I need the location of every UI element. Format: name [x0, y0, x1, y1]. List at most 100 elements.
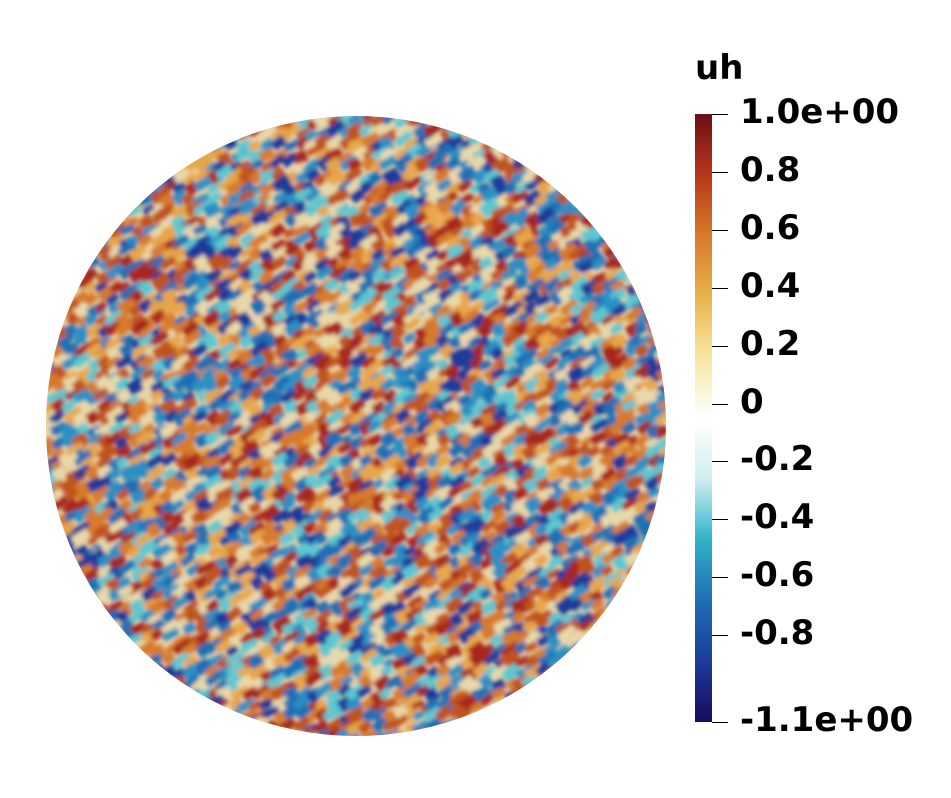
field-cell	[160, 607, 178, 624]
field-cell	[404, 175, 423, 191]
colorbar-tick	[712, 519, 728, 520]
field-cell	[185, 467, 201, 481]
field-cell	[457, 116, 479, 130]
field-cell	[602, 474, 622, 495]
field-cell	[168, 334, 183, 348]
colorbar-title: uh	[695, 48, 744, 88]
field-cell	[185, 475, 204, 491]
field-cell	[239, 457, 255, 470]
field-cell	[284, 121, 302, 138]
field-cell	[150, 452, 166, 466]
field-cell	[633, 322, 648, 336]
field-cell	[479, 707, 500, 725]
field-cell	[589, 377, 610, 392]
field-cell	[358, 563, 374, 577]
field-cell	[225, 674, 245, 692]
field-cell	[302, 373, 319, 390]
field-cell	[137, 297, 154, 314]
field-cell	[577, 355, 597, 371]
field-cell	[505, 256, 525, 274]
field-cell	[334, 257, 352, 273]
field-cell	[448, 586, 466, 605]
field-cell	[403, 397, 421, 412]
field-cell	[468, 721, 489, 736]
field-cell	[61, 398, 81, 416]
field-cell	[316, 444, 335, 460]
field-cell	[217, 620, 232, 635]
field-cell	[157, 318, 177, 336]
field-cell	[150, 186, 172, 205]
field-cell	[85, 547, 109, 570]
field-cell	[225, 605, 243, 622]
field-cell	[170, 478, 189, 496]
disk-field	[46, 116, 691, 736]
field-cell	[261, 399, 277, 414]
field-cell	[272, 190, 289, 205]
field-cell	[137, 556, 154, 572]
field-cell	[48, 409, 65, 425]
field-cell	[467, 640, 488, 660]
field-cell	[104, 253, 124, 271]
field-cell	[554, 594, 577, 617]
field-cell	[514, 641, 528, 654]
field-cell	[160, 446, 175, 459]
field-cell	[103, 320, 122, 337]
field-cell	[571, 253, 592, 272]
field-cell	[567, 188, 587, 203]
field-cell	[669, 424, 686, 437]
field-cell	[536, 486, 556, 500]
field-cell	[525, 154, 544, 170]
field-cell	[395, 198, 414, 216]
field-cell	[480, 483, 501, 501]
field-cell	[411, 116, 432, 123]
field-cell	[70, 528, 92, 547]
field-cell	[302, 270, 317, 284]
field-cell	[557, 170, 572, 184]
field-cell	[443, 595, 465, 615]
field-cell	[535, 199, 553, 214]
field-cell	[670, 365, 691, 385]
field-cell	[390, 189, 410, 206]
colorbar-tick-label: -1.1e+00	[740, 700, 914, 740]
field-cell	[86, 431, 106, 448]
field-cell	[74, 273, 94, 291]
field-cell	[337, 354, 354, 371]
field-cell	[248, 364, 267, 381]
field-cell	[215, 685, 231, 698]
field-cell	[578, 651, 598, 667]
field-cell	[115, 388, 131, 403]
field-cell	[336, 441, 353, 455]
field-cell	[471, 662, 491, 679]
field-cell	[300, 421, 319, 439]
field-cell	[258, 440, 280, 461]
field-cell	[619, 508, 637, 523]
field-cell	[447, 542, 463, 556]
field-cell	[302, 631, 322, 649]
field-cell	[382, 388, 400, 407]
field-cell	[437, 116, 458, 131]
field-cell	[73, 449, 93, 467]
field-cell	[426, 153, 445, 171]
field-cell	[194, 353, 215, 374]
field-cell	[259, 528, 281, 547]
field-cell	[591, 522, 605, 535]
field-cell	[270, 594, 292, 614]
field-cell	[380, 507, 400, 526]
field-cell	[258, 167, 278, 184]
field-cell	[326, 119, 349, 141]
field-cell	[161, 572, 182, 588]
field-cell	[238, 267, 255, 284]
field-cell	[294, 167, 315, 186]
field-cell	[172, 167, 192, 186]
field-cell	[523, 640, 538, 654]
field-cell	[535, 633, 551, 648]
field-cell	[556, 286, 574, 303]
field-cell	[279, 729, 295, 736]
field-cell	[292, 715, 312, 733]
field-cell	[344, 166, 363, 183]
field-cell	[512, 630, 528, 645]
field-cell	[292, 149, 309, 166]
field-cell	[171, 181, 187, 195]
field-cell	[304, 410, 319, 424]
field-cell	[510, 499, 528, 516]
